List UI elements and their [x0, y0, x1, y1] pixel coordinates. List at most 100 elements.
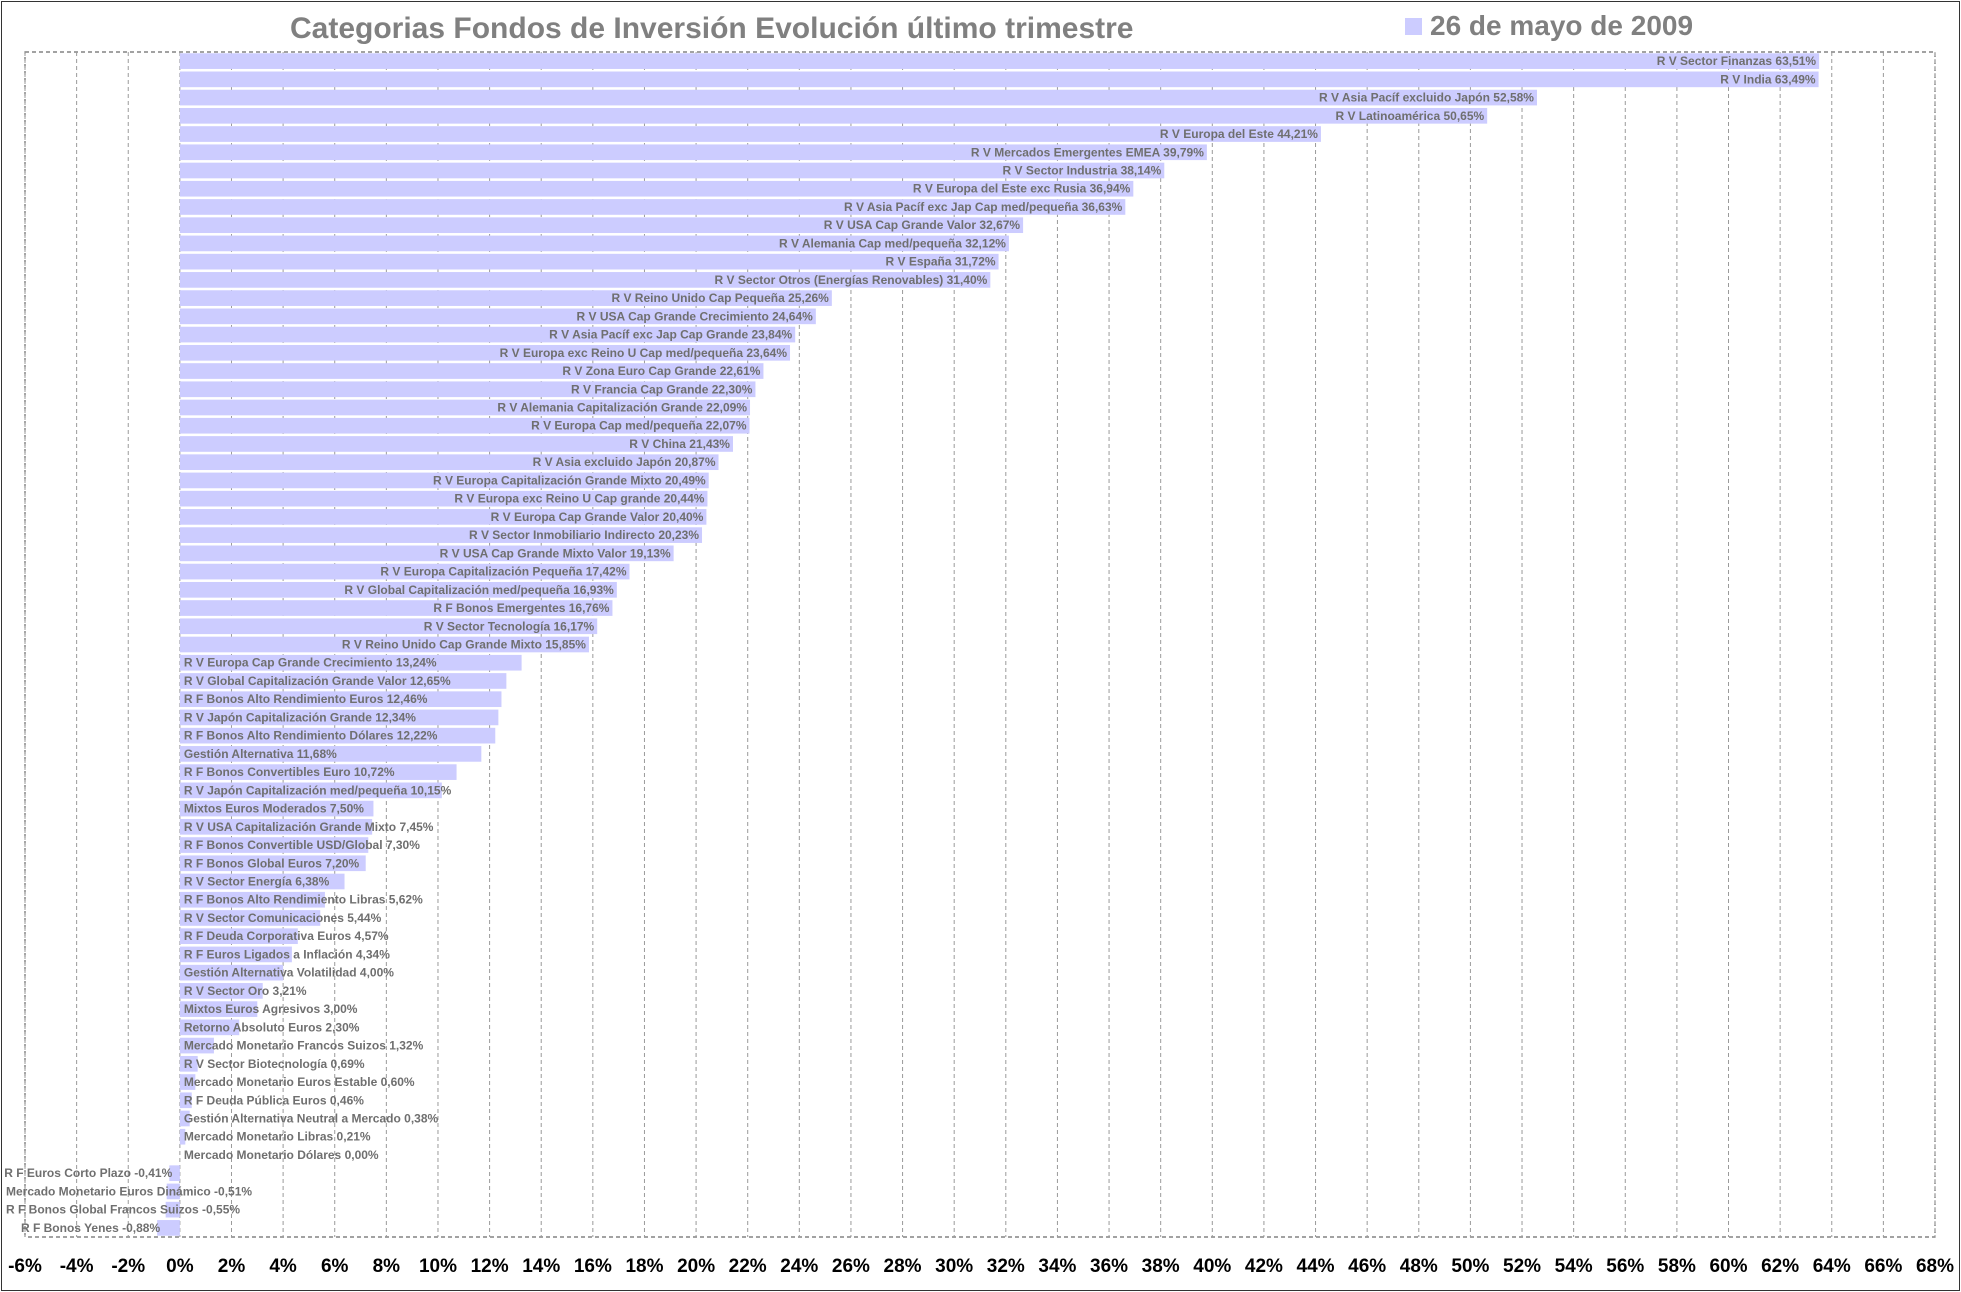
bar-label: R V Sector Comunicaciones 5,44%	[184, 911, 382, 925]
x-tick-label: 26%	[832, 1256, 870, 1277]
bar-label: Gestión Alternativa Neutral a Mercado 0,…	[184, 1112, 439, 1126]
legend: 26 de mayo de 2009	[1405, 10, 1693, 42]
bar-label: R V Asia excluido Japón 20,87%	[533, 455, 716, 469]
bar-label: Gestión Alternativa 11,68%	[184, 747, 337, 761]
x-tick-label: 56%	[1606, 1256, 1644, 1277]
bar-label: R V Sector Biotecnología 0,69%	[184, 1057, 365, 1071]
bar-label: R V Europa Cap Grande Crecimiento 13,24%	[184, 656, 437, 670]
bar	[157, 1220, 180, 1236]
bar-label: R V Sector Energía 6,38%	[184, 875, 330, 889]
bar	[179, 891, 325, 908]
bar-label: R V India 63,49%	[1720, 72, 1816, 86]
plot-border	[24, 51, 1936, 1238]
bar	[179, 217, 1024, 234]
x-tick-label: 66%	[1864, 1256, 1902, 1277]
bar-label: R F Euros Ligados a Inflación 4,34%	[184, 947, 390, 961]
bar	[179, 344, 791, 361]
x-tick-label: 16%	[574, 1256, 612, 1277]
bar-label: Mercado Monetario Euros Estable 0,60%	[184, 1075, 415, 1089]
bar	[179, 144, 1207, 161]
bar	[179, 1074, 196, 1090]
bar	[179, 272, 991, 288]
bar	[179, 326, 796, 343]
x-tick-label: 38%	[1142, 1256, 1180, 1277]
bar	[179, 709, 499, 726]
bar-label: R V Sector Inmobiliario Indirecto 20,23%	[469, 528, 699, 542]
x-tick-label: 24%	[780, 1256, 818, 1277]
bar	[179, 673, 507, 689]
bar	[179, 71, 1819, 88]
x-tick-label: 30%	[935, 1256, 973, 1277]
bar	[179, 837, 369, 853]
bar	[179, 53, 1820, 69]
bar	[179, 600, 613, 616]
bar-label: Gestión Alternativa Volatilidad 4,00%	[184, 966, 394, 980]
x-tick-label: 64%	[1813, 1256, 1851, 1277]
x-tick-label: 60%	[1709, 1256, 1747, 1277]
x-tick-label: 40%	[1193, 1256, 1231, 1277]
bar	[179, 618, 598, 635]
bar	[179, 727, 496, 744]
bar	[179, 691, 502, 708]
bar	[179, 290, 832, 306]
x-tick-label: 62%	[1761, 1256, 1799, 1277]
bar	[179, 636, 589, 653]
x-tick-label: 6%	[321, 1256, 349, 1277]
x-tick-label: 0%	[166, 1256, 194, 1277]
bar-label: R V Reino Unido Cap Pequeña 25,26%	[611, 291, 829, 305]
chart-title: Categorias Fondos de Inversión Evolución…	[290, 12, 1134, 45]
bar-label: R F Bonos Convertibles Euro 10,72%	[184, 765, 395, 779]
bar-label: R F Bonos Alto Rendimiento Euros 12,46%	[184, 692, 428, 706]
x-tick-label: 54%	[1555, 1256, 1593, 1277]
bar	[179, 563, 630, 580]
x-tick-label: -6%	[8, 1256, 42, 1277]
bar-label: R V Mercados Emergentes EMEA 39,79%	[971, 145, 1204, 159]
bar	[179, 509, 707, 525]
bar	[179, 964, 284, 981]
bar-label: Retorno Absoluto Euros 2,30%	[184, 1020, 360, 1034]
bar	[179, 1110, 190, 1127]
x-tick-label: 36%	[1090, 1256, 1128, 1277]
legend-label: 26 de mayo de 2009	[1430, 10, 1694, 41]
bar-label: R F Deuda Corporativa Euros 4,57%	[184, 929, 389, 943]
bar	[166, 1183, 180, 1200]
bar-label: R V Francia Cap Grande 22,30%	[571, 382, 753, 396]
bar-label: R V USA Cap Grande Mixto Valor 19,13%	[440, 546, 671, 560]
bar-label: R V España 31,72%	[886, 255, 996, 269]
bar	[165, 1201, 180, 1218]
x-tick-label: 44%	[1297, 1256, 1335, 1277]
x-tick-label: 46%	[1348, 1256, 1386, 1277]
bar-label: R V Sector Oro 3,21%	[184, 984, 307, 998]
bar	[179, 746, 482, 762]
bar-label: R F Bonos Alto Rendimiento Libras 5,62%	[184, 893, 423, 907]
bar-label: R F Bonos Convertible USD/Global 7,30%	[184, 838, 420, 852]
x-tick-label: 20%	[677, 1256, 715, 1277]
bar-label: R V Japón Capitalización med/pequeña 10,…	[184, 783, 452, 797]
bar-label: R F Bonos Global Euros 7,20%	[184, 856, 360, 870]
bar	[179, 308, 816, 325]
bar	[179, 527, 703, 543]
bar	[179, 946, 292, 963]
bar-label: R V Global Capitalización med/pequeña 16…	[344, 583, 614, 597]
bar-label: R V Europa exc Reino U Cap grande 20,44%	[454, 492, 704, 506]
x-tick-label: 2%	[218, 1256, 246, 1277]
bar-label: Mercado Monetario Francos Suizos 1,32%	[184, 1039, 424, 1053]
bar	[179, 454, 719, 471]
bar-label: R V Europa Cap Grande Valor 20,40%	[491, 510, 704, 524]
bar	[179, 107, 1488, 124]
bar-label: R V Europa Capitalización Pequeña 17,42%	[380, 565, 626, 579]
bar-label: R V USA Capitalización Grande Mixto 7,45…	[184, 820, 434, 834]
x-tick-label: 14%	[522, 1256, 560, 1277]
bar	[179, 1001, 258, 1017]
bar-label: R F Bonos Emergentes 16,76%	[433, 601, 609, 615]
bar	[179, 199, 1126, 215]
legend-swatch	[1405, 17, 1422, 35]
bar	[179, 381, 756, 398]
x-tick-label: 4%	[269, 1256, 297, 1277]
bar	[179, 162, 1165, 179]
x-tick-label: 68%	[1916, 1256, 1954, 1277]
bar	[169, 1165, 180, 1182]
x-tick-label: -4%	[60, 1256, 94, 1277]
bar	[179, 89, 1537, 106]
